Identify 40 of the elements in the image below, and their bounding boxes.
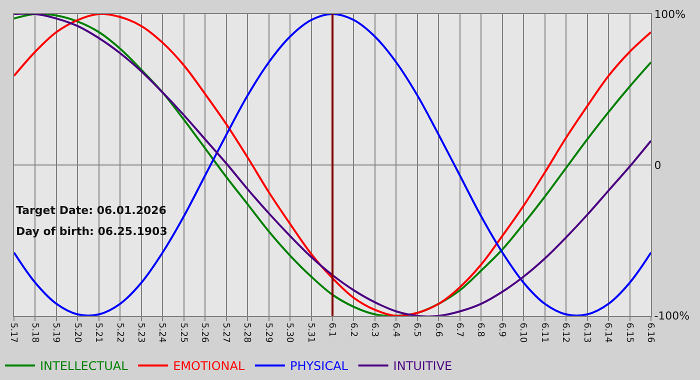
x-tick-label: 5.25 bbox=[178, 322, 188, 343]
x-tick-label: 5.26 bbox=[199, 322, 210, 343]
x-tick-label: 5.18 bbox=[29, 322, 40, 343]
x-tick-label: 6.4 bbox=[390, 322, 400, 338]
x-tick-label: 6.16 bbox=[645, 322, 656, 343]
x-tick-label: 5.24 bbox=[156, 322, 167, 343]
x-tick-label: 5.29 bbox=[262, 322, 273, 343]
x-tick-label: 5.28 bbox=[242, 322, 252, 343]
x-tick-label: 5.19 bbox=[50, 322, 61, 343]
x-tick-label: 6.7 bbox=[454, 322, 464, 338]
x-tick-label: 5.21 bbox=[93, 322, 104, 343]
x-tick-label: 6.9 bbox=[496, 322, 506, 338]
legend-label: INTUITIVE bbox=[393, 359, 452, 374]
x-tick-label: 6.8 bbox=[475, 322, 486, 338]
legend-label: PHYSICAL bbox=[290, 359, 348, 374]
x-tick-label: 6.15 bbox=[624, 322, 634, 343]
x-tick-label: 5.17 bbox=[8, 322, 18, 343]
x-tick-label: 6.6 bbox=[432, 322, 443, 338]
x-tick-label: 6.12 bbox=[560, 322, 570, 343]
x-tick-label: 6.14 bbox=[602, 322, 613, 343]
x-tick-label: 6.13 bbox=[581, 322, 592, 343]
x-tick-label: 5.23 bbox=[135, 322, 146, 343]
y-tick-label: 0 bbox=[654, 158, 662, 172]
x-tick-label: 5.27 bbox=[220, 322, 230, 343]
x-tick-label: 5.20 bbox=[72, 322, 82, 343]
y-tick-label: 100% bbox=[654, 8, 686, 21]
x-tick-label: 5.31 bbox=[305, 322, 316, 343]
x-tick-label: 5.30 bbox=[284, 322, 294, 343]
x-tick-label: 6.11 bbox=[538, 322, 549, 343]
x-tick-label: 6.5 bbox=[412, 322, 422, 338]
x-tick-label: 5.22 bbox=[114, 322, 124, 343]
legend-label: EMOTIONAL bbox=[173, 359, 245, 374]
x-tick-label: 6.3 bbox=[369, 322, 380, 338]
x-tick-label: 6.1 bbox=[326, 322, 337, 338]
x-tick-label: 6.2 bbox=[348, 322, 358, 338]
y-tick-label: -100% bbox=[654, 310, 690, 323]
x-tick-label: 6.10 bbox=[518, 322, 528, 343]
annotation: Day of birth: 06.25.1903 bbox=[16, 225, 168, 238]
annotation: Target Date: 06.01.2026 bbox=[16, 204, 167, 217]
legend-label: INTELLECTUAL bbox=[40, 359, 128, 374]
